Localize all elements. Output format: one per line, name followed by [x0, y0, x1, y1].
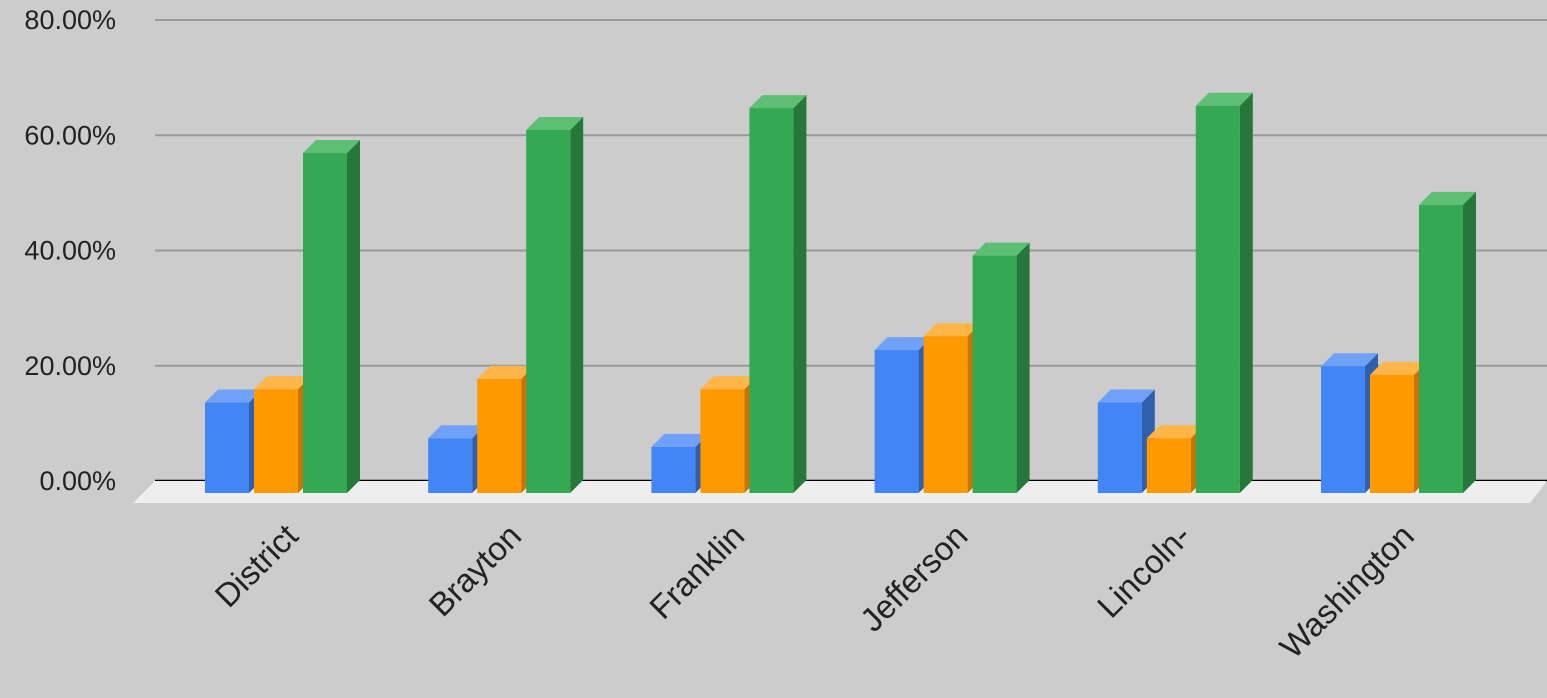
bar-side-face — [793, 95, 807, 493]
bar-top-face — [700, 376, 758, 390]
bar — [651, 433, 709, 493]
bar-top-face — [923, 323, 981, 337]
bar — [428, 425, 486, 493]
bar-top-face — [1321, 353, 1378, 367]
y-tick-label: 40.00% — [24, 236, 116, 266]
bar — [1370, 361, 1427, 493]
bar — [972, 242, 1030, 493]
bar-top-face — [749, 95, 807, 109]
bar-front-face — [700, 389, 745, 493]
bar-top-face — [1097, 389, 1155, 403]
bar-top-face — [1419, 191, 1476, 205]
bars — [205, 92, 1476, 494]
bar-front-face — [874, 350, 919, 493]
x-category-label: Franklin — [642, 517, 751, 626]
bar — [1146, 425, 1204, 493]
bar-top-face — [428, 425, 486, 439]
x-category-label: Jefferson — [853, 517, 975, 639]
bar — [254, 376, 311, 493]
bar-top-face — [651, 433, 709, 447]
bar-front-face — [923, 336, 968, 493]
bar-top-face — [1146, 425, 1204, 439]
bar-side-face — [1463, 191, 1476, 493]
bar-front-face — [1097, 402, 1142, 493]
bar-front-face — [1419, 204, 1463, 493]
bar — [1321, 353, 1378, 493]
bar-front-face — [749, 108, 794, 493]
bar — [700, 376, 758, 493]
bar-front-face — [428, 438, 473, 493]
bar-side-face — [347, 140, 360, 493]
x-category-label: Washington — [1272, 517, 1421, 666]
bar-top-face — [972, 242, 1030, 256]
bar-top-face — [254, 376, 311, 390]
bar — [874, 337, 932, 493]
x-axis-category-labels: District Brayton Franklin Jefferson Lincoln-… — [207, 517, 1420, 666]
x-category-label: Lincoln- — [1090, 517, 1198, 625]
bar-front-face — [526, 129, 571, 493]
y-tick-label: 60.00% — [24, 120, 116, 150]
bar-front-face — [303, 153, 347, 493]
bar — [1097, 389, 1155, 493]
bar-front-face — [1146, 438, 1191, 493]
bar-top-face — [477, 365, 535, 379]
bar-front-face — [972, 255, 1017, 493]
bar — [923, 323, 981, 493]
bar-front-face — [651, 446, 696, 493]
bar-top-face — [874, 337, 932, 351]
x-category-label: Brayton — [422, 517, 529, 624]
bar-top-face — [526, 116, 584, 130]
bar — [1195, 92, 1253, 493]
bar-front-face — [205, 402, 249, 493]
x-category-label: District — [207, 517, 304, 614]
bar-side-face — [570, 116, 584, 494]
bar — [1419, 191, 1476, 493]
bar — [749, 95, 807, 493]
bar-front-face — [254, 389, 298, 493]
bar-top-face — [205, 389, 262, 403]
y-axis-tick-labels: 0.00% 20.00% 40.00% 60.00% 80.00% — [24, 5, 116, 496]
bar — [303, 140, 360, 493]
y-tick-label: 80.00% — [24, 5, 116, 35]
y-tick-label: 0.00% — [39, 466, 116, 496]
bar-side-face — [1016, 242, 1030, 493]
bar — [526, 116, 584, 494]
bar-front-face — [477, 378, 522, 493]
bar — [477, 365, 535, 493]
bar-top-face — [1195, 92, 1253, 106]
bar-front-face — [1370, 374, 1414, 493]
bar-front-face — [1195, 105, 1240, 493]
bar — [205, 389, 262, 493]
bar-front-face — [1321, 366, 1365, 493]
bar-top-face — [1370, 361, 1427, 375]
bar-top-face — [303, 140, 360, 154]
y-tick-label: 20.00% — [24, 351, 116, 381]
bar-side-face — [1239, 92, 1253, 493]
